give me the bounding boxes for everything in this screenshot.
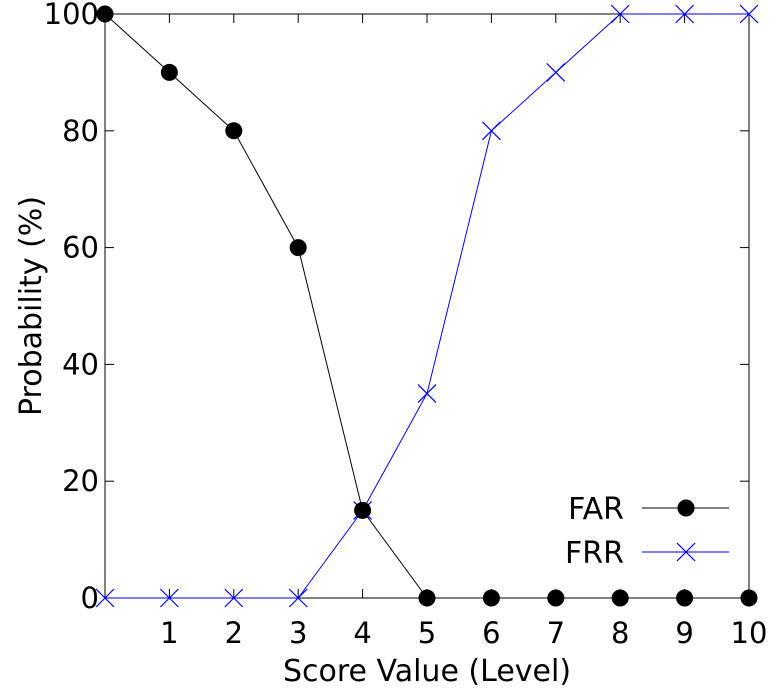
legend-marker-frr xyxy=(676,542,696,562)
far-point xyxy=(160,63,178,81)
y-tick-label: 20 xyxy=(62,464,99,498)
x-axis-title: Score Value (Level) xyxy=(283,654,571,689)
x-tick-label: 2 xyxy=(225,616,243,650)
far-point xyxy=(289,239,307,257)
y-tick-label: 0 xyxy=(81,581,99,615)
marker-stroke xyxy=(417,384,437,404)
axis-ticks: 0 20 40 60 80 100 1 2 3 4 5 6 7 8 9 10 xyxy=(44,0,768,650)
x-tick-label: 6 xyxy=(482,616,500,650)
legend-label-frr: FRR xyxy=(565,536,624,571)
x-tick-label: 4 xyxy=(353,616,371,650)
far-point xyxy=(740,589,758,607)
series-far xyxy=(96,5,758,607)
marker-stroke xyxy=(675,4,695,24)
far-line xyxy=(104,13,749,599)
x-tick-label: 10 xyxy=(731,616,768,650)
series-frr xyxy=(95,4,759,608)
far-point xyxy=(482,589,500,607)
y-tick-label: 40 xyxy=(62,347,99,381)
x-tick-label: 8 xyxy=(611,616,629,650)
marker-stroke xyxy=(676,542,696,562)
frr-point xyxy=(159,588,179,608)
marker-stroke xyxy=(95,588,115,608)
marker-stroke xyxy=(159,588,179,608)
frr-point xyxy=(610,4,630,24)
x-tick-label: 5 xyxy=(418,616,436,650)
legend: FAR FRR xyxy=(565,492,729,571)
y-tick-label: 80 xyxy=(62,114,99,148)
frr-point xyxy=(417,384,437,404)
far-point xyxy=(676,589,694,607)
frr-point xyxy=(288,588,308,608)
y-tick-label: 100 xyxy=(44,0,99,31)
frr-point xyxy=(546,62,566,82)
y-axis-title: Probability (%) xyxy=(14,196,49,416)
x-tick-label: 9 xyxy=(675,616,693,650)
far-point xyxy=(611,589,629,607)
x-tick-label: 7 xyxy=(547,616,565,650)
x-tick-label: 1 xyxy=(160,616,178,650)
far-point xyxy=(418,589,436,607)
legend-label-far: FAR xyxy=(568,492,624,527)
frr-point xyxy=(675,4,695,24)
frr-point xyxy=(739,4,759,24)
far-point xyxy=(547,589,565,607)
marker-stroke xyxy=(610,4,630,24)
far-point xyxy=(96,5,114,23)
marker-stroke xyxy=(739,4,759,24)
series-layer xyxy=(95,4,759,608)
marker-stroke xyxy=(481,121,501,141)
y-tick-label: 60 xyxy=(62,231,99,265)
frr-point xyxy=(481,121,501,141)
far-point xyxy=(225,122,243,140)
frr-point xyxy=(224,588,244,608)
far-point xyxy=(354,501,372,519)
marker-stroke xyxy=(224,588,244,608)
frr-point xyxy=(95,588,115,608)
marker-stroke xyxy=(288,588,308,608)
legend-marker-far xyxy=(677,499,695,517)
x-tick-label: 3 xyxy=(289,616,307,650)
marker-stroke xyxy=(546,62,566,82)
